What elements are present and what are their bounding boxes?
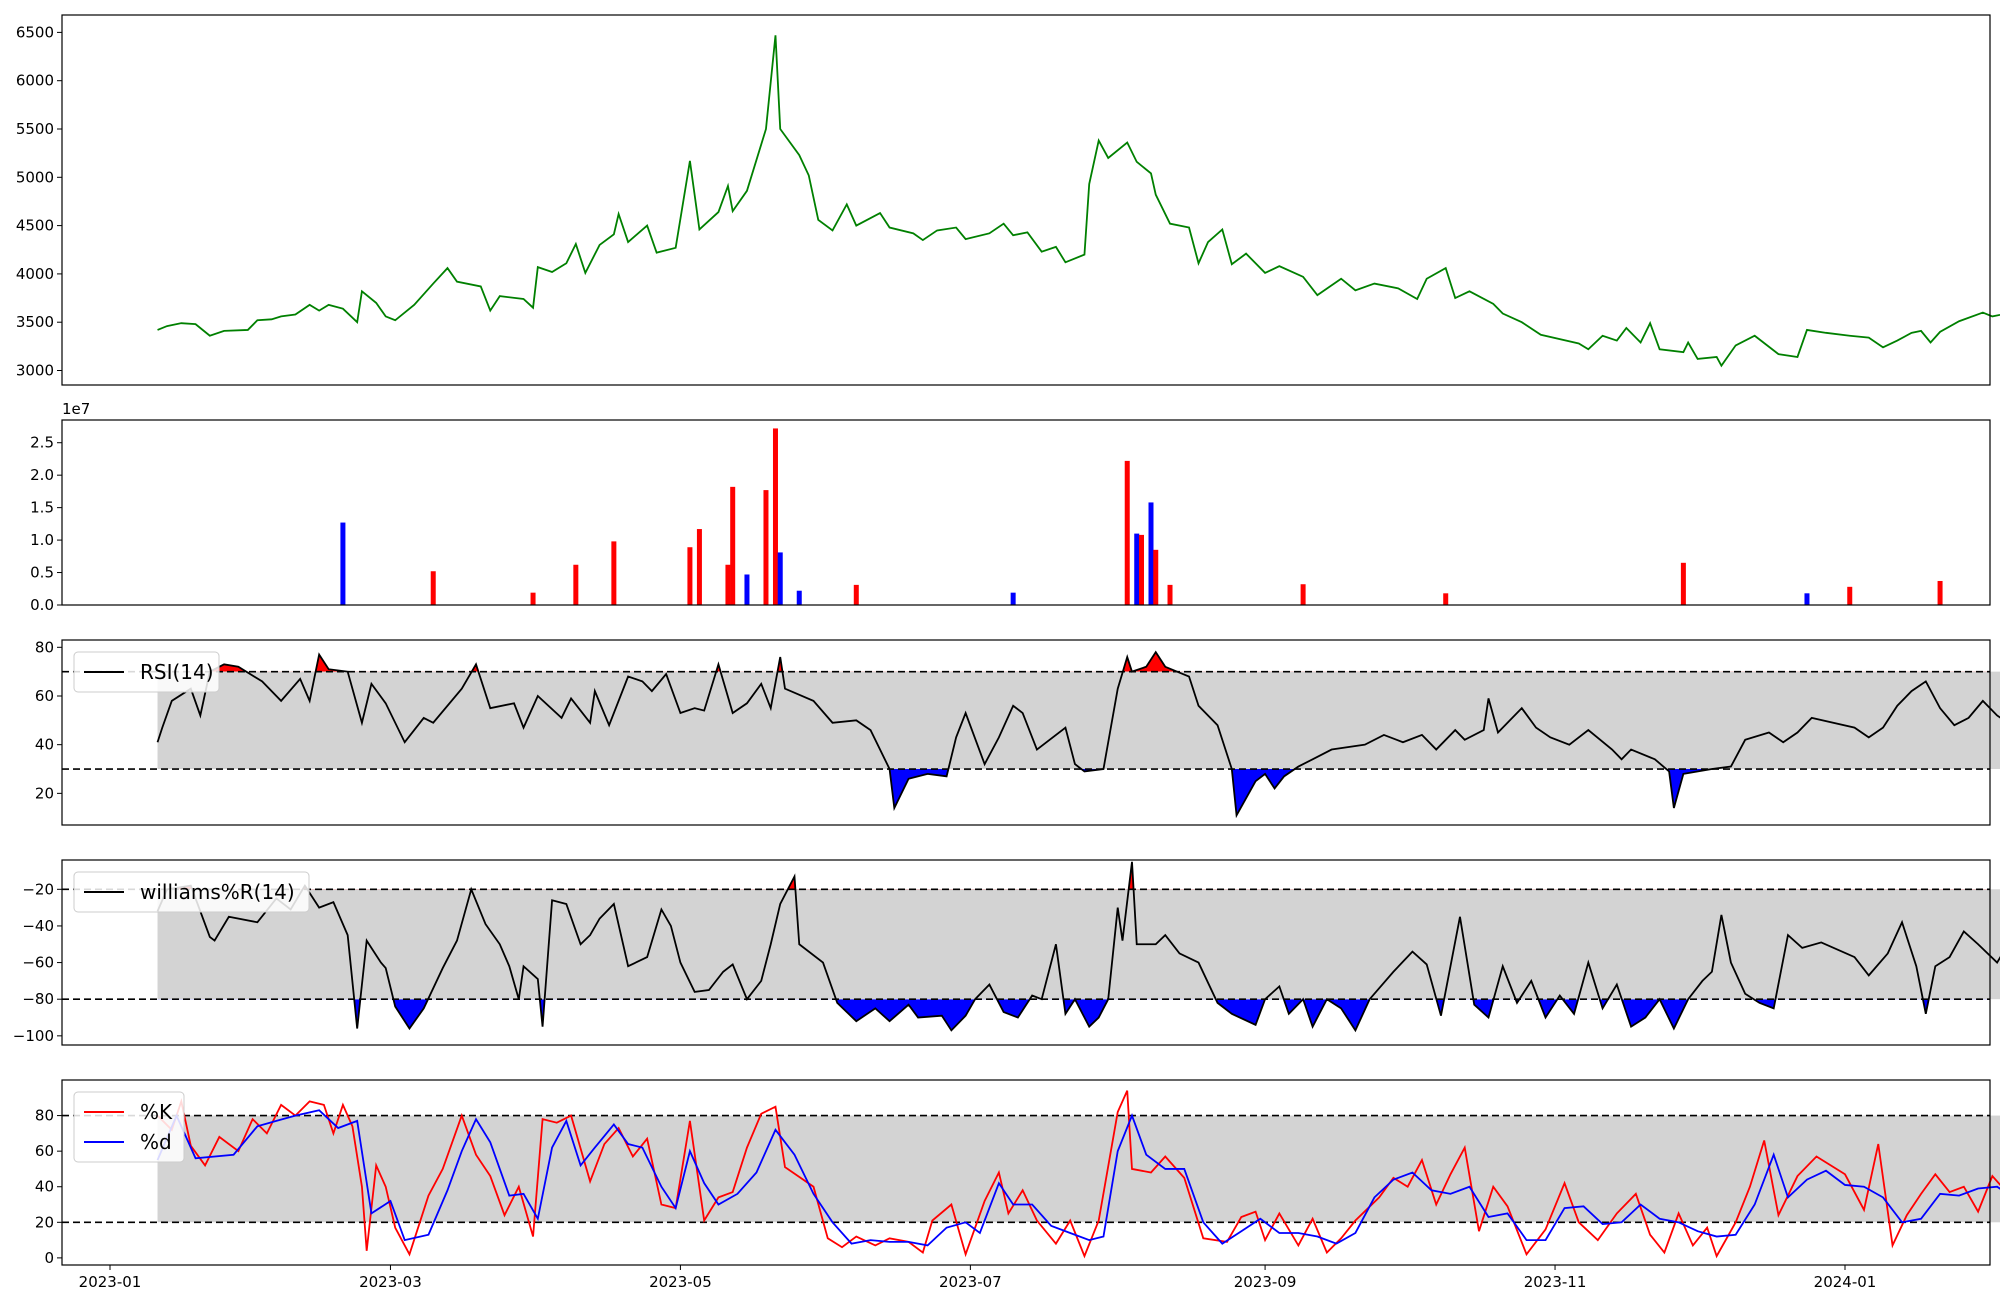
volume-frame xyxy=(61,419,1991,606)
stochastic-ytick-label: 20 xyxy=(35,1213,54,1231)
volume-bar xyxy=(1804,593,1810,605)
stochastic-panel: 0 20 40 60 80 %K %d 2023-01 2023-03 2023-05 2023-0… xyxy=(35,1079,2000,1291)
williams-ytick-label: −60 xyxy=(22,954,54,972)
price-ytick-label: 4500 xyxy=(16,217,54,235)
volume-ytick-label: 0.5 xyxy=(30,564,54,582)
stochastic-legend-label: %K xyxy=(140,1100,173,1124)
rsi-band xyxy=(157,671,2000,770)
williams-line xyxy=(156,861,2000,1033)
volume-bar xyxy=(573,564,579,605)
volume-bar xyxy=(853,584,859,605)
volume-bar xyxy=(611,541,617,605)
williams-ytick-label: −100 xyxy=(13,1027,54,1045)
stochastic-d-line xyxy=(156,1109,2000,1247)
stochastic-ytick-label: 80 xyxy=(35,1107,54,1125)
volume-bar xyxy=(340,522,346,605)
volume-ytick-label: 2.0 xyxy=(30,466,54,484)
x-tick-label: 2024-01 xyxy=(1814,1273,1877,1291)
volume-bar xyxy=(696,529,702,605)
price-panel: 3000 3500 4000 4500 5000 5500 6000 6500 xyxy=(16,14,2000,386)
x-tick-label: 2023-07 xyxy=(939,1273,1002,1291)
volume-bar xyxy=(777,552,783,605)
volume-offset-text: 1e7 xyxy=(62,400,90,418)
volume-bar xyxy=(1010,592,1016,605)
volume-bar xyxy=(744,574,750,605)
rsi-legend-box xyxy=(73,651,220,693)
volume-bar xyxy=(1134,533,1140,605)
volume-ytick-label: 1.5 xyxy=(30,499,54,517)
williams-ytick-label: −80 xyxy=(22,990,54,1008)
williams-frame xyxy=(61,859,1991,1046)
volume-bar xyxy=(1138,534,1144,605)
volume-bar xyxy=(687,547,693,605)
stochastic-legend-box xyxy=(73,1091,185,1163)
rsi-legend-label: RSI(14) xyxy=(140,660,214,684)
volume-bar xyxy=(725,564,731,605)
volume-bar xyxy=(1937,580,1943,605)
volume-bar xyxy=(530,592,536,605)
rsi-ytick-label: 40 xyxy=(35,736,54,754)
stochastic-ytick-label: 0 xyxy=(44,1249,54,1267)
williams-panel: −20 −40 −60 −80 −100 williams%R(14) xyxy=(13,859,2000,1046)
price-ytick-label: 3000 xyxy=(16,362,54,380)
volume-bar xyxy=(796,590,802,605)
stochastic-frame xyxy=(61,1079,1991,1266)
volume-bar xyxy=(1153,549,1159,605)
volume-bar xyxy=(1167,584,1173,605)
volume-bar xyxy=(1148,502,1154,605)
price-ytick-label: 5500 xyxy=(16,120,54,138)
williams-band xyxy=(157,889,2000,1000)
x-tick-label: 2023-03 xyxy=(359,1273,422,1291)
volume-bar xyxy=(730,486,736,605)
volume-bar xyxy=(1680,562,1686,605)
x-tick-label: 2023-11 xyxy=(1524,1273,1587,1291)
williams-ytick-label: −40 xyxy=(22,917,54,935)
volume-ytick-label: 0.0 xyxy=(30,596,54,614)
price-ytick-label: 4000 xyxy=(16,265,54,283)
williams-legend-box xyxy=(73,871,310,913)
volume-bar xyxy=(1443,593,1449,605)
rsi-line xyxy=(156,650,2000,819)
williams-legend-label: williams%R(14) xyxy=(140,880,295,904)
volume-bar xyxy=(772,428,778,605)
stochastic-ytick-label: 40 xyxy=(35,1178,54,1196)
volume-ytick-label: 2.5 xyxy=(30,434,54,452)
price-ytick-label: 3500 xyxy=(16,313,54,331)
price-line xyxy=(157,35,2000,368)
volume-bar xyxy=(1124,460,1130,605)
x-tick-label: 2023-05 xyxy=(649,1273,712,1291)
volume-ytick-label: 1.0 xyxy=(30,531,54,549)
volume-bar xyxy=(763,490,769,605)
volume-bar xyxy=(430,571,436,605)
williams-ytick-label: −20 xyxy=(22,880,54,898)
stochastic-legend-label: %d xyxy=(140,1130,172,1154)
price-ytick-label: 5000 xyxy=(16,168,54,186)
stochastic-band xyxy=(157,1115,2000,1223)
price-frame xyxy=(61,14,1991,386)
volume-panel: 0.0 0.5 1.0 1.5 2.0 2.5 1e7 xyxy=(30,400,1991,614)
rsi-ytick-label: 20 xyxy=(35,784,54,802)
volume-bar xyxy=(1847,586,1853,605)
x-tick-label: 2023-09 xyxy=(1234,1273,1297,1291)
rsi-panel: 20 40 60 80 RSI(14) xyxy=(35,638,2000,826)
price-ytick-label: 6000 xyxy=(16,72,54,90)
price-ytick-label: 6500 xyxy=(16,23,54,41)
rsi-ytick-label: 80 xyxy=(35,638,54,656)
x-tick-label: 2023-01 xyxy=(79,1273,142,1291)
rsi-frame xyxy=(61,639,1991,826)
rsi-ytick-label: 60 xyxy=(35,687,54,705)
stochastic-ytick-label: 60 xyxy=(35,1142,54,1160)
stochastic-k-line xyxy=(156,1090,2000,1259)
volume-bar xyxy=(1300,584,1306,605)
